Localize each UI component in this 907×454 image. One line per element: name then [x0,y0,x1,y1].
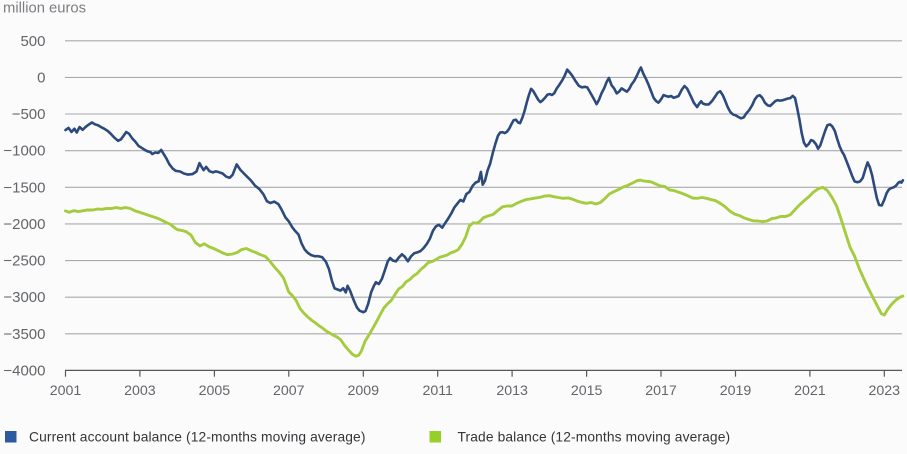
svg-text:2001: 2001 [50,383,82,399]
svg-text:−500: −500 [12,106,46,123]
svg-text:2009: 2009 [348,383,380,399]
svg-text:−2000: −2000 [3,216,45,233]
svg-text:−1500: −1500 [3,179,45,196]
svg-text:Trade balance (12-months movin: Trade balance (12-months moving average) [458,429,731,444]
svg-text:million euros: million euros [3,1,86,17]
svg-text:0: 0 [37,69,45,86]
svg-text:2023: 2023 [869,383,901,399]
svg-text:−3500: −3500 [3,326,45,343]
svg-text:−4000: −4000 [3,362,45,379]
svg-text:2017: 2017 [645,383,677,399]
svg-text:−1000: −1000 [3,143,45,160]
svg-text:2011: 2011 [422,383,453,399]
svg-text:Current account balance (12-mo: Current account balance (12-months movin… [29,429,366,444]
svg-text:−2500: −2500 [3,253,45,270]
svg-text:2015: 2015 [571,383,603,399]
svg-text:2013: 2013 [496,383,528,399]
svg-text:2003: 2003 [124,383,156,399]
svg-text:2021: 2021 [794,383,826,399]
svg-text:2007: 2007 [273,383,305,399]
svg-text:2019: 2019 [720,383,752,399]
svg-text:2005: 2005 [199,383,231,399]
svg-text:−3000: −3000 [3,289,45,306]
svg-text:500: 500 [20,33,45,50]
